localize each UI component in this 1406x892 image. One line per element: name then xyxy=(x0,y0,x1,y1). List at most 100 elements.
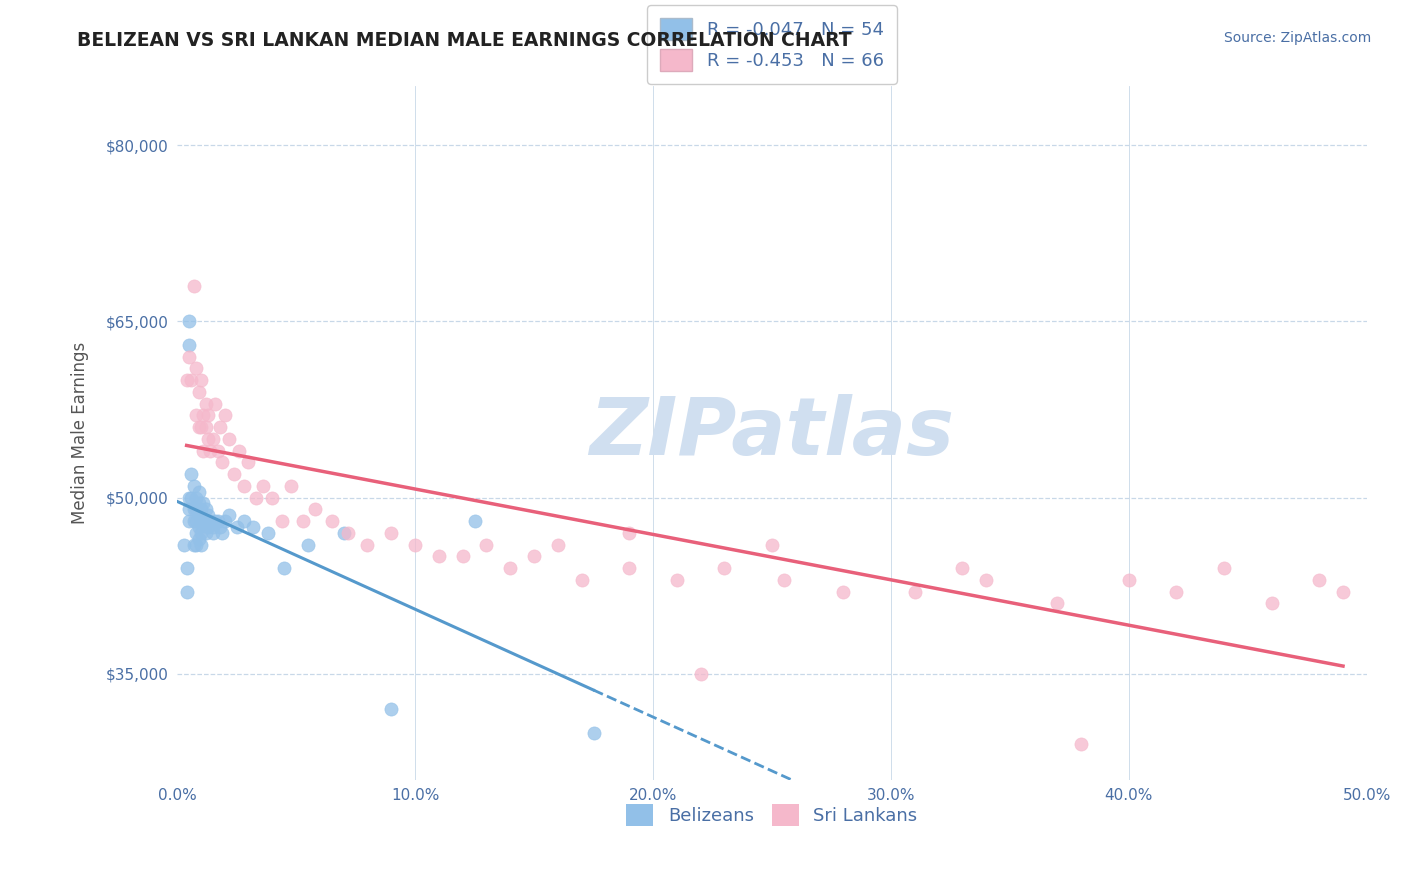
Point xyxy=(194,525,217,540)
Point xyxy=(380,525,402,540)
Point xyxy=(832,584,855,599)
Point xyxy=(187,532,209,546)
Point xyxy=(193,514,215,528)
Point xyxy=(464,514,486,528)
Point xyxy=(197,508,219,523)
Point xyxy=(186,502,208,516)
Point xyxy=(252,479,274,493)
Point xyxy=(183,502,205,516)
Point xyxy=(297,538,319,552)
Point xyxy=(582,725,605,739)
Point xyxy=(186,538,208,552)
Point xyxy=(193,409,215,423)
Point xyxy=(262,491,284,505)
Point xyxy=(208,420,231,434)
Point xyxy=(187,484,209,499)
Point xyxy=(1166,584,1188,599)
Point xyxy=(204,396,226,410)
Point xyxy=(356,538,378,552)
Point xyxy=(186,514,208,528)
Point xyxy=(238,455,260,469)
Point xyxy=(197,432,219,446)
Point xyxy=(689,666,711,681)
Point xyxy=(207,443,229,458)
Point xyxy=(197,520,219,534)
Point xyxy=(547,538,569,552)
Point xyxy=(201,525,224,540)
Point xyxy=(190,538,212,552)
Point xyxy=(232,479,254,493)
Point xyxy=(214,514,236,528)
Legend: Belizeans, Sri Lankans: Belizeans, Sri Lankans xyxy=(619,797,925,833)
Point xyxy=(208,520,231,534)
Y-axis label: Median Male Earnings: Median Male Earnings xyxy=(72,342,89,524)
Point xyxy=(180,491,202,505)
Point xyxy=(974,573,997,587)
Point xyxy=(451,549,474,564)
Point xyxy=(211,525,233,540)
Point xyxy=(218,508,240,523)
Point xyxy=(176,373,198,387)
Point xyxy=(1260,596,1282,610)
Point xyxy=(242,520,264,534)
Point xyxy=(619,525,641,540)
Point xyxy=(201,432,224,446)
Point xyxy=(232,514,254,528)
Point xyxy=(1046,596,1069,610)
Point xyxy=(197,409,219,423)
Point xyxy=(183,538,205,552)
Point xyxy=(186,491,208,505)
Point xyxy=(194,514,217,528)
Point xyxy=(427,549,450,564)
Point xyxy=(1213,561,1236,575)
Point xyxy=(245,491,267,505)
Point xyxy=(713,561,735,575)
Point xyxy=(190,502,212,516)
Point xyxy=(177,491,200,505)
Point xyxy=(200,443,222,458)
Point xyxy=(183,479,205,493)
Point xyxy=(180,467,202,482)
Point xyxy=(187,496,209,510)
Point xyxy=(180,373,202,387)
Point xyxy=(292,514,315,528)
Text: ZIPatlas: ZIPatlas xyxy=(589,394,955,472)
Text: BELIZEAN VS SRI LANKAN MEDIAN MALE EARNINGS CORRELATION CHART: BELIZEAN VS SRI LANKAN MEDIAN MALE EARNI… xyxy=(77,31,852,50)
Point xyxy=(1118,573,1140,587)
Point xyxy=(194,502,217,516)
Point xyxy=(224,467,246,482)
Point xyxy=(201,520,224,534)
Point xyxy=(177,514,200,528)
Point xyxy=(761,538,783,552)
Point xyxy=(337,525,360,540)
Point xyxy=(177,338,200,352)
Point xyxy=(173,538,195,552)
Point xyxy=(187,508,209,523)
Point xyxy=(183,514,205,528)
Point xyxy=(190,514,212,528)
Point xyxy=(773,573,796,587)
Point xyxy=(211,455,233,469)
Text: Source: ZipAtlas.com: Source: ZipAtlas.com xyxy=(1223,31,1371,45)
Point xyxy=(665,573,688,587)
Point xyxy=(214,409,236,423)
Point xyxy=(176,584,198,599)
Point xyxy=(187,520,209,534)
Point xyxy=(187,384,209,399)
Point xyxy=(270,514,292,528)
Point xyxy=(304,502,326,516)
Point xyxy=(228,443,250,458)
Point xyxy=(207,514,229,528)
Point xyxy=(204,514,226,528)
Point xyxy=(183,279,205,293)
Point xyxy=(190,525,212,540)
Point xyxy=(1070,737,1092,751)
Point xyxy=(193,443,215,458)
Point xyxy=(523,549,546,564)
Point xyxy=(190,373,212,387)
Point xyxy=(193,496,215,510)
Point xyxy=(499,561,522,575)
Point xyxy=(187,420,209,434)
Point xyxy=(571,573,593,587)
Point xyxy=(475,538,498,552)
